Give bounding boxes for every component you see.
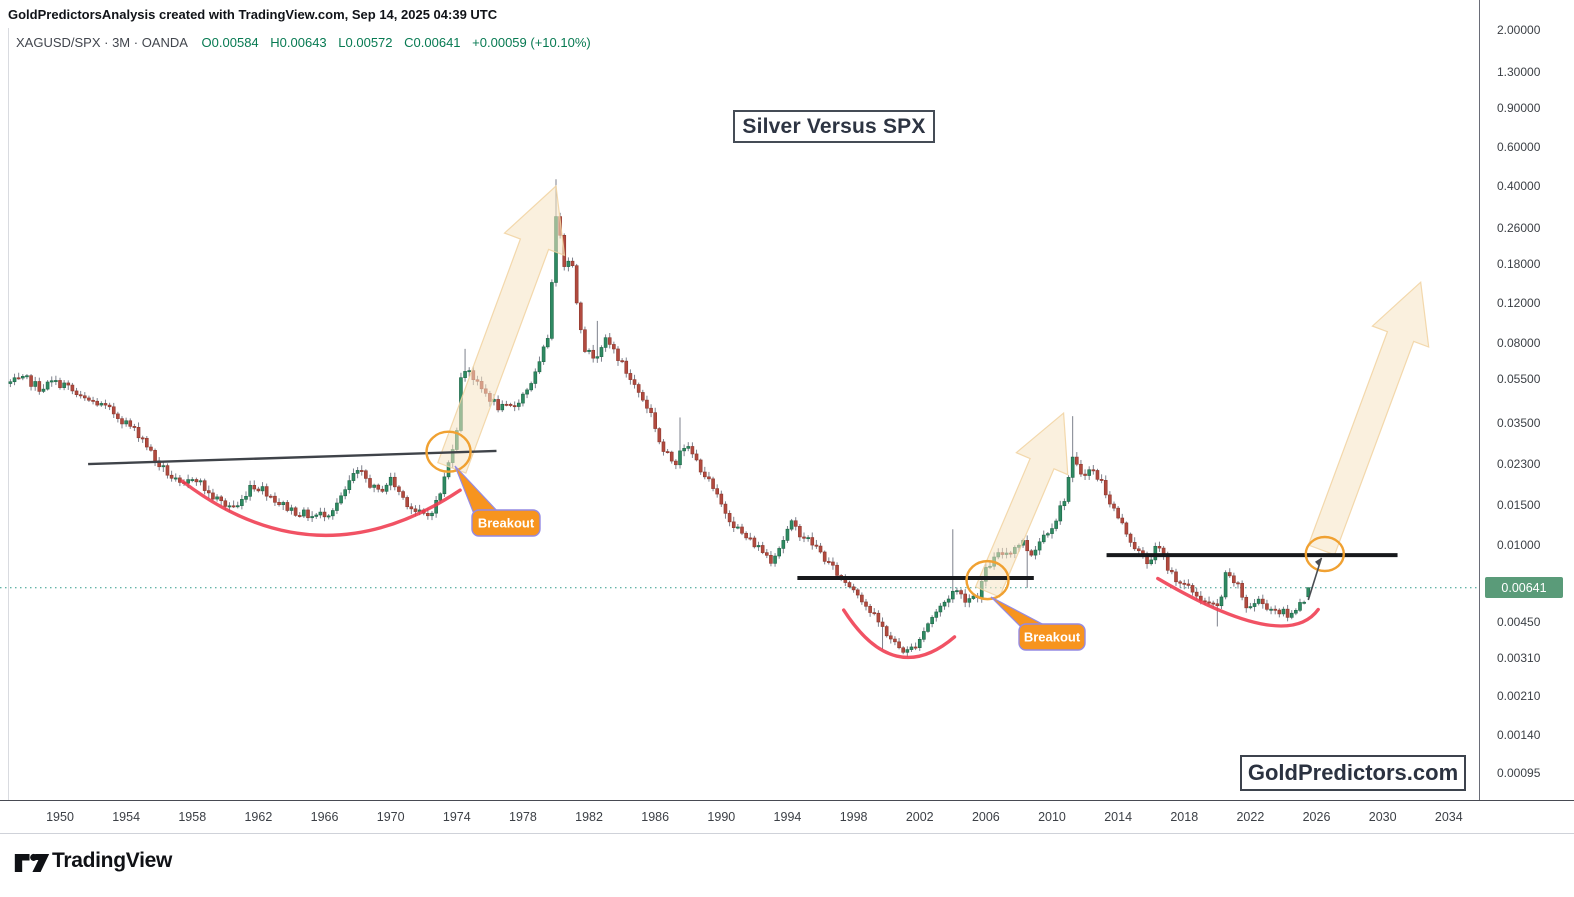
breakout-circle-2006[interactable]	[965, 559, 1010, 601]
breakout-label-bubble	[1018, 623, 1086, 651]
current-price-badge: 0.00641	[1485, 577, 1563, 599]
price-tick: 0.02300	[1497, 456, 1541, 471]
chart-canvas[interactable]: Breakout Breakout	[0, 0, 1479, 800]
rounding-top-resistance-1960s[interactable]	[88, 449, 497, 466]
time-tick: 2010	[1038, 810, 1066, 824]
price-tick: 0.00095	[1497, 766, 1541, 781]
credit-line: GoldPredictorsAnalysis created with Trad…	[8, 7, 498, 22]
time-tick: 1998	[839, 810, 868, 824]
price-tick: 0.03500	[1497, 415, 1541, 430]
price-tick: 0.00450	[1497, 615, 1541, 630]
footer-bar: TradingView	[0, 835, 1574, 897]
time-tick: 2034	[1434, 810, 1463, 824]
price-tick: 0.01500	[1497, 498, 1541, 513]
price-tick: 1.30000	[1497, 64, 1541, 79]
small-breakout-arrow[interactable]	[1307, 557, 1323, 601]
time-tick: 1982	[575, 810, 603, 824]
time-axis[interactable]: 1950 1954 1958 1962 1966 1970 1974 1978 1982 1986…	[0, 800, 1574, 834]
time-tick: 2002	[905, 810, 934, 824]
time-tick: 1978	[509, 810, 537, 824]
rounding-bottom-2000s[interactable]	[842, 608, 957, 660]
price-tick: 0.12000	[1497, 296, 1541, 311]
time-tick: 2030	[1368, 810, 1397, 824]
legend-close: C0.00641	[404, 35, 461, 50]
price-tick: 0.60000	[1497, 139, 1541, 154]
candlestick-chart: Breakout Breakout	[0, 28, 1479, 800]
chart-title-box[interactable]: Silver Versus SPX	[733, 110, 935, 143]
rally-arrow-2000s[interactable]	[974, 411, 1069, 598]
tradingview-logo-icon[interactable]	[14, 850, 50, 876]
rounding-bottom-1960s[interactable]	[180, 479, 462, 537]
trendlines[interactable]	[88, 449, 1398, 581]
time-tick: 1962	[244, 810, 273, 824]
legend-low: L0.00572	[338, 35, 393, 50]
time-tick: 1974	[442, 810, 471, 824]
symbol-legend[interactable]: XAGUSD/SPX · 3M · OANDA O0.00584 H0.0064…	[16, 35, 599, 50]
price-tick: 0.00140	[1497, 728, 1541, 743]
price-tick: 0.26000	[1497, 221, 1541, 236]
candles-layer	[8, 179, 1311, 657]
time-tick: 2022	[1236, 810, 1265, 824]
time-tick: 2026	[1302, 810, 1331, 824]
time-tick: 1994	[773, 810, 802, 824]
price-axis[interactable]: 0.00641 2.00000 1.30000 0.90000 0.60000 0.40…	[1479, 0, 1574, 800]
time-tick: 1970	[376, 810, 405, 824]
time-tick: 1958	[178, 810, 207, 824]
price-tick: 0.00210	[1497, 689, 1541, 704]
breakout-label-2[interactable]: Breakout	[990, 596, 1086, 651]
rounding-bottom-arcs[interactable]	[180, 479, 1320, 660]
price-tick: 0.18000	[1497, 256, 1541, 271]
breakout-label-text: Breakout	[1024, 630, 1081, 645]
projection-arrows[interactable]	[437, 184, 1430, 598]
price-tick: 0.01000	[1497, 537, 1541, 552]
time-tick: 2014	[1104, 810, 1133, 824]
time-tick: 1966	[310, 810, 339, 824]
symbol-title[interactable]: XAGUSD/SPX · 3M · OANDA	[16, 35, 188, 50]
time-tick: 1990	[707, 810, 736, 824]
time-tick: 1950	[46, 810, 74, 824]
rally-arrow-1970s[interactable]	[437, 184, 566, 474]
breakout-label-bubble	[471, 509, 541, 537]
goldpredictors-watermark: GoldPredictors.com	[1240, 755, 1466, 791]
time-tick: 1954	[112, 810, 141, 824]
price-tick: 0.90000	[1497, 100, 1541, 115]
price-tick: 0.40000	[1497, 179, 1541, 194]
tradingview-logo-text[interactable]: TradingView	[52, 849, 173, 872]
rounding-bottom-2020s[interactable]	[1156, 576, 1320, 628]
legend-high: H0.00643	[270, 35, 327, 50]
price-tick: 0.05500	[1497, 371, 1541, 386]
time-tick: 2018	[1170, 810, 1199, 824]
time-tick: 1986	[641, 810, 670, 824]
breakout-circle-1973[interactable]	[425, 430, 472, 473]
breakout-label-text: Breakout	[478, 516, 535, 531]
price-tick: 0.08000	[1497, 335, 1541, 350]
rally-arrow-2026[interactable]	[1307, 280, 1430, 556]
legend-change: +0.00059 (+10.10%)	[472, 35, 591, 50]
price-tick: 2.00000	[1497, 23, 1541, 37]
legend-open: O0.00584	[201, 35, 259, 50]
breakout-label-1[interactable]: Breakout	[454, 465, 541, 537]
price-tick: 0.00310	[1497, 651, 1541, 666]
breakout-circles[interactable]	[425, 430, 1345, 601]
breakout-circle-2026[interactable]	[1304, 535, 1345, 573]
time-tick: 2006	[971, 810, 1000, 824]
